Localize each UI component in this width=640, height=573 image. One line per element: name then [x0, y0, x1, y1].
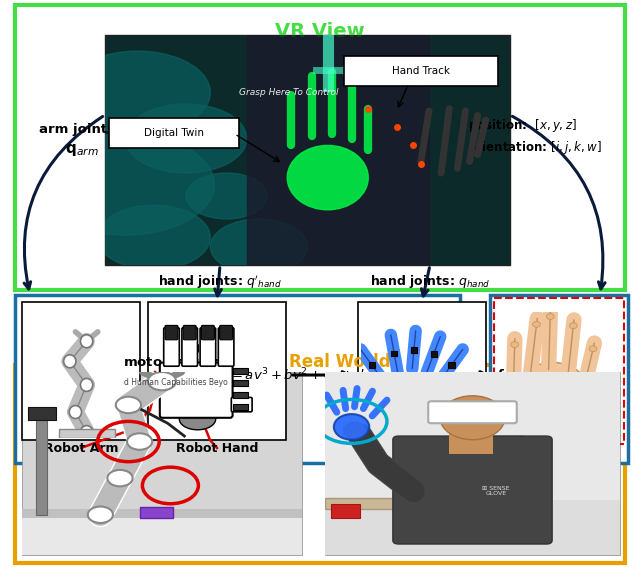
Circle shape	[63, 355, 76, 368]
Text: $\mathbf{q}_{arm}$: $\mathbf{q}_{arm}$	[65, 142, 99, 158]
Bar	[105, 35, 510, 265]
Circle shape	[125, 104, 247, 173]
FancyBboxPatch shape	[218, 328, 234, 366]
Bar	[325, 500, 620, 555]
FancyBboxPatch shape	[344, 56, 498, 85]
Circle shape	[36, 134, 214, 235]
Bar	[59, 429, 115, 438]
Text: hand joints: $q'_{hand}$: hand joints: $q'_{hand}$	[158, 273, 282, 291]
Text: SenseGlove: SenseGlove	[381, 442, 463, 454]
Bar	[391, 351, 397, 356]
FancyBboxPatch shape	[109, 118, 239, 148]
Text: ⊞ SENSE
GLOVE: ⊞ SENSE GLOVE	[483, 485, 510, 496]
FancyBboxPatch shape	[393, 436, 552, 544]
Text: Digital Twin: Digital Twin	[144, 128, 204, 138]
Circle shape	[148, 372, 176, 390]
Circle shape	[108, 470, 132, 486]
Bar	[28, 407, 56, 419]
Bar	[494, 298, 624, 444]
Bar	[140, 508, 173, 519]
Circle shape	[81, 426, 93, 438]
FancyBboxPatch shape	[428, 401, 516, 423]
Ellipse shape	[570, 323, 577, 329]
Bar	[232, 404, 248, 410]
Bar	[325, 372, 620, 555]
Circle shape	[69, 406, 81, 418]
Bar	[148, 302, 286, 440]
Bar	[331, 504, 360, 519]
Bar	[449, 433, 493, 454]
Bar	[325, 372, 620, 500]
Bar	[358, 302, 486, 440]
Text: hand joints: $q_{hand}$: hand joints: $q_{hand}$	[370, 273, 490, 291]
Circle shape	[127, 433, 152, 450]
Bar	[431, 351, 436, 358]
FancyBboxPatch shape	[160, 363, 232, 418]
FancyBboxPatch shape	[231, 398, 252, 412]
FancyBboxPatch shape	[183, 325, 196, 340]
Bar	[411, 347, 417, 353]
Text: Hand: Hand	[541, 442, 577, 454]
Circle shape	[65, 51, 211, 134]
Bar	[15, 365, 625, 563]
Bar	[22, 372, 302, 555]
Circle shape	[81, 378, 93, 391]
Ellipse shape	[334, 414, 369, 439]
Text: Real World: Real World	[289, 353, 391, 371]
Text: arm joints :: arm joints :	[39, 124, 125, 136]
Ellipse shape	[532, 321, 540, 327]
Circle shape	[186, 173, 267, 219]
Text: $f = av^3 + bv^2 + cv + d$: $f = av^3 + bv^2 + cv + d$	[225, 367, 365, 383]
Text: orientation: $[i, j, k, w]$: orientation: $[i, j, k, w]$	[468, 139, 602, 156]
Text: motor value: $v$: motor value: $v$	[123, 355, 233, 369]
Circle shape	[116, 397, 141, 413]
Bar	[449, 362, 454, 368]
Text: Hand Track: Hand Track	[392, 66, 450, 76]
FancyBboxPatch shape	[182, 328, 198, 366]
Ellipse shape	[287, 146, 368, 210]
Ellipse shape	[589, 346, 597, 352]
Text: Robot Hand: Robot Hand	[176, 442, 258, 454]
Bar	[36, 414, 47, 515]
Ellipse shape	[547, 313, 554, 319]
Bar	[369, 362, 375, 368]
Ellipse shape	[511, 342, 518, 348]
Circle shape	[81, 335, 93, 348]
Bar	[325, 499, 487, 509]
FancyBboxPatch shape	[164, 328, 179, 366]
Ellipse shape	[342, 421, 366, 439]
Bar	[516, 420, 589, 453]
Ellipse shape	[179, 408, 216, 430]
Text: force: $f$: force: $f$	[497, 368, 554, 382]
FancyBboxPatch shape	[200, 328, 216, 366]
Text: d Human Capabilities Beyo: d Human Capabilities Beyo	[124, 378, 228, 387]
Bar	[22, 509, 302, 519]
Bar	[22, 302, 140, 440]
FancyBboxPatch shape	[220, 325, 232, 340]
Bar	[247, 35, 429, 265]
Bar	[232, 380, 248, 386]
Text: position:  $[x, y, z]$: position: $[x, y, z]$	[468, 116, 577, 134]
Bar	[22, 515, 302, 555]
Bar	[490, 295, 628, 463]
Circle shape	[88, 507, 113, 523]
FancyBboxPatch shape	[202, 325, 214, 340]
Ellipse shape	[512, 362, 593, 439]
Text: Robot Arm: Robot Arm	[44, 442, 118, 454]
Bar	[15, 5, 625, 290]
Ellipse shape	[381, 375, 443, 424]
Text: VR View: VR View	[275, 22, 365, 41]
Circle shape	[211, 219, 307, 274]
Ellipse shape	[440, 396, 505, 439]
Text: Grasp Here To Control: Grasp Here To Control	[239, 88, 338, 97]
Bar	[15, 295, 460, 463]
Bar	[232, 368, 248, 374]
Bar	[232, 392, 248, 398]
Circle shape	[97, 205, 211, 270]
Bar	[487, 436, 523, 537]
FancyBboxPatch shape	[165, 325, 178, 340]
